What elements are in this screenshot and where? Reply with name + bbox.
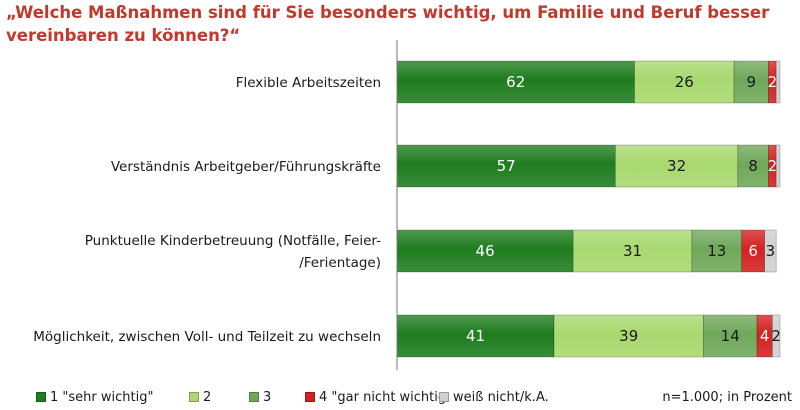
legend-item-5: weiß nicht/k.A. — [439, 390, 549, 405]
legend-swatch-1 — [36, 392, 46, 402]
data-label-2-1: 57 — [497, 157, 516, 175]
bar-3-series-1 — [396, 229, 574, 273]
bar-3-series-2 — [572, 229, 693, 273]
data-label-4-2: 39 — [619, 327, 638, 345]
category-label-1: Flexible Arbeitszeiten — [236, 75, 381, 91]
legend-label-5: weiß nicht/k.A. — [453, 390, 549, 405]
legend-swatch-3 — [249, 392, 259, 402]
category-label-3-line-2: /Ferientage) — [299, 255, 381, 271]
legend-swatch-4 — [305, 392, 315, 402]
legend-swatch-2 — [189, 392, 199, 402]
legend-item-3: 3 — [249, 390, 271, 405]
legend-item-4: 4 "gar nicht wichtig — [305, 390, 446, 405]
data-label-3-5: 3 — [766, 242, 776, 260]
sample-note: n=1.000; in Prozent — [662, 390, 792, 405]
data-label-2-2: 32 — [667, 157, 686, 175]
bar-4-series-5 — [772, 314, 781, 358]
legend-item-1: 1 "sehr wichtig" — [36, 390, 153, 405]
category-label-4: Möglichkeit, zwischen Voll- und Teilzeit… — [33, 329, 381, 345]
data-label-3-2: 31 — [623, 242, 642, 260]
data-label-1-3: 9 — [747, 73, 757, 91]
bar-4-series-1 — [396, 314, 555, 358]
data-label-2-3: 8 — [748, 157, 758, 175]
legend-label-1: 1 "sehr wichtig" — [50, 390, 154, 405]
bar-2-series-5 — [775, 144, 781, 188]
data-label-2-4: 2 — [768, 157, 778, 175]
legend-item-2: 2 — [189, 390, 211, 405]
legend-label-3: 3 — [263, 390, 272, 405]
bar-2-series-3 — [737, 144, 769, 188]
bar-3-series-5 — [764, 229, 777, 273]
bar-1-series-3 — [733, 60, 769, 104]
bar-1-series-1 — [396, 60, 635, 104]
legend: 1 "sehr wichtig" 2 3 4 "gar nicht wichtig we… — [36, 390, 796, 408]
chart-title: „Welche Maßnahmen sind für Sie besonders… — [6, 3, 770, 45]
data-label-4-1: 41 — [466, 327, 485, 345]
category-label-3-line-1: Punktuelle Kinderbetreuung (Notfälle, Fe… — [85, 233, 381, 249]
bar-1-series-5 — [775, 60, 781, 104]
category-label-2: Verständnis Arbeitgeber/Führungskräfte — [111, 159, 381, 175]
data-label-1-2: 26 — [675, 73, 694, 91]
legend-label-4: 4 "gar nicht wichtig — [319, 390, 447, 405]
bar-2-series-1 — [396, 144, 616, 188]
data-label-1-1: 62 — [506, 73, 525, 91]
data-label-4-3: 14 — [721, 327, 740, 345]
bar-4-series-3 — [703, 314, 758, 358]
data-label-3-3: 13 — [707, 242, 726, 260]
data-label-3-4: 6 — [748, 242, 758, 260]
legend-swatch-5 — [439, 392, 449, 402]
data-label-4-4: 4 — [760, 327, 770, 345]
bar-3-series-3 — [691, 229, 742, 273]
legend-label-2: 2 — [203, 390, 212, 405]
bar-2-series-2 — [615, 144, 739, 188]
data-label-1-4: 2 — [768, 73, 778, 91]
bar-4-series-2 — [553, 314, 704, 358]
data-label-4-5: 2 — [771, 327, 781, 345]
data-label-3-1: 46 — [476, 242, 495, 260]
